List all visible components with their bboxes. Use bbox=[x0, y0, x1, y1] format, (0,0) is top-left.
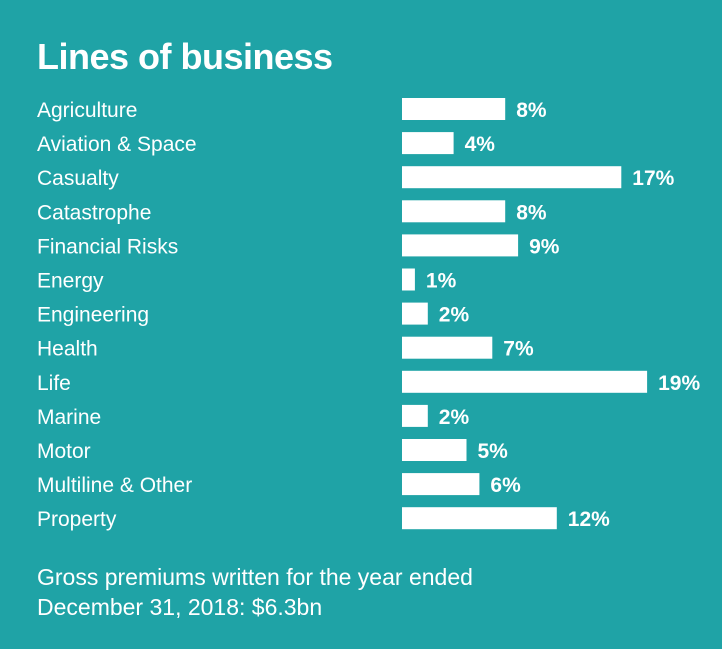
value-label: 5% bbox=[478, 440, 509, 463]
value-label: 2% bbox=[439, 406, 470, 429]
category-label: Property bbox=[37, 508, 117, 531]
category-label: Agriculture bbox=[37, 99, 137, 122]
value-label: 2% bbox=[439, 304, 470, 327]
value-label: 9% bbox=[529, 235, 560, 258]
bar bbox=[402, 98, 506, 120]
value-label: 4% bbox=[465, 133, 496, 156]
value-label: 17% bbox=[632, 167, 674, 190]
category-label: Aviation & Space bbox=[37, 133, 197, 156]
bar bbox=[402, 166, 622, 189]
category-label: Motor bbox=[37, 440, 91, 463]
bar bbox=[402, 507, 557, 530]
value-label: 12% bbox=[568, 508, 610, 531]
bar bbox=[402, 336, 493, 359]
category-label: Catastrophe bbox=[37, 201, 151, 224]
bar bbox=[402, 439, 467, 461]
value-label: 1% bbox=[426, 270, 457, 293]
chart-title: Lines of business bbox=[37, 36, 333, 77]
bar bbox=[402, 473, 480, 496]
category-label: Energy bbox=[37, 270, 104, 293]
value-label: 7% bbox=[503, 338, 534, 361]
bar bbox=[402, 132, 454, 155]
value-label: 6% bbox=[490, 474, 521, 497]
value-label: 8% bbox=[516, 99, 547, 122]
footnote-line-2: December 31, 2018: $6.3bn bbox=[37, 594, 323, 620]
value-label: 19% bbox=[658, 372, 700, 395]
footnote: Gross premiums written for the year ende… bbox=[37, 562, 557, 622]
category-label: Engineering bbox=[37, 304, 149, 327]
bar bbox=[402, 268, 415, 291]
footnote-line-1: Gross premiums written for the year ende… bbox=[37, 564, 473, 590]
value-label: 8% bbox=[516, 201, 547, 224]
bar bbox=[402, 302, 428, 325]
category-label: Health bbox=[37, 338, 98, 361]
bar bbox=[402, 234, 519, 257]
bar bbox=[402, 200, 506, 223]
category-label: Casualty bbox=[37, 167, 119, 190]
category-label: Marine bbox=[37, 406, 101, 429]
category-label: Multiline & Other bbox=[37, 474, 192, 497]
bar bbox=[402, 404, 428, 427]
category-label: Life bbox=[37, 372, 71, 395]
category-label: Financial Risks bbox=[37, 235, 178, 258]
bar bbox=[402, 370, 648, 393]
